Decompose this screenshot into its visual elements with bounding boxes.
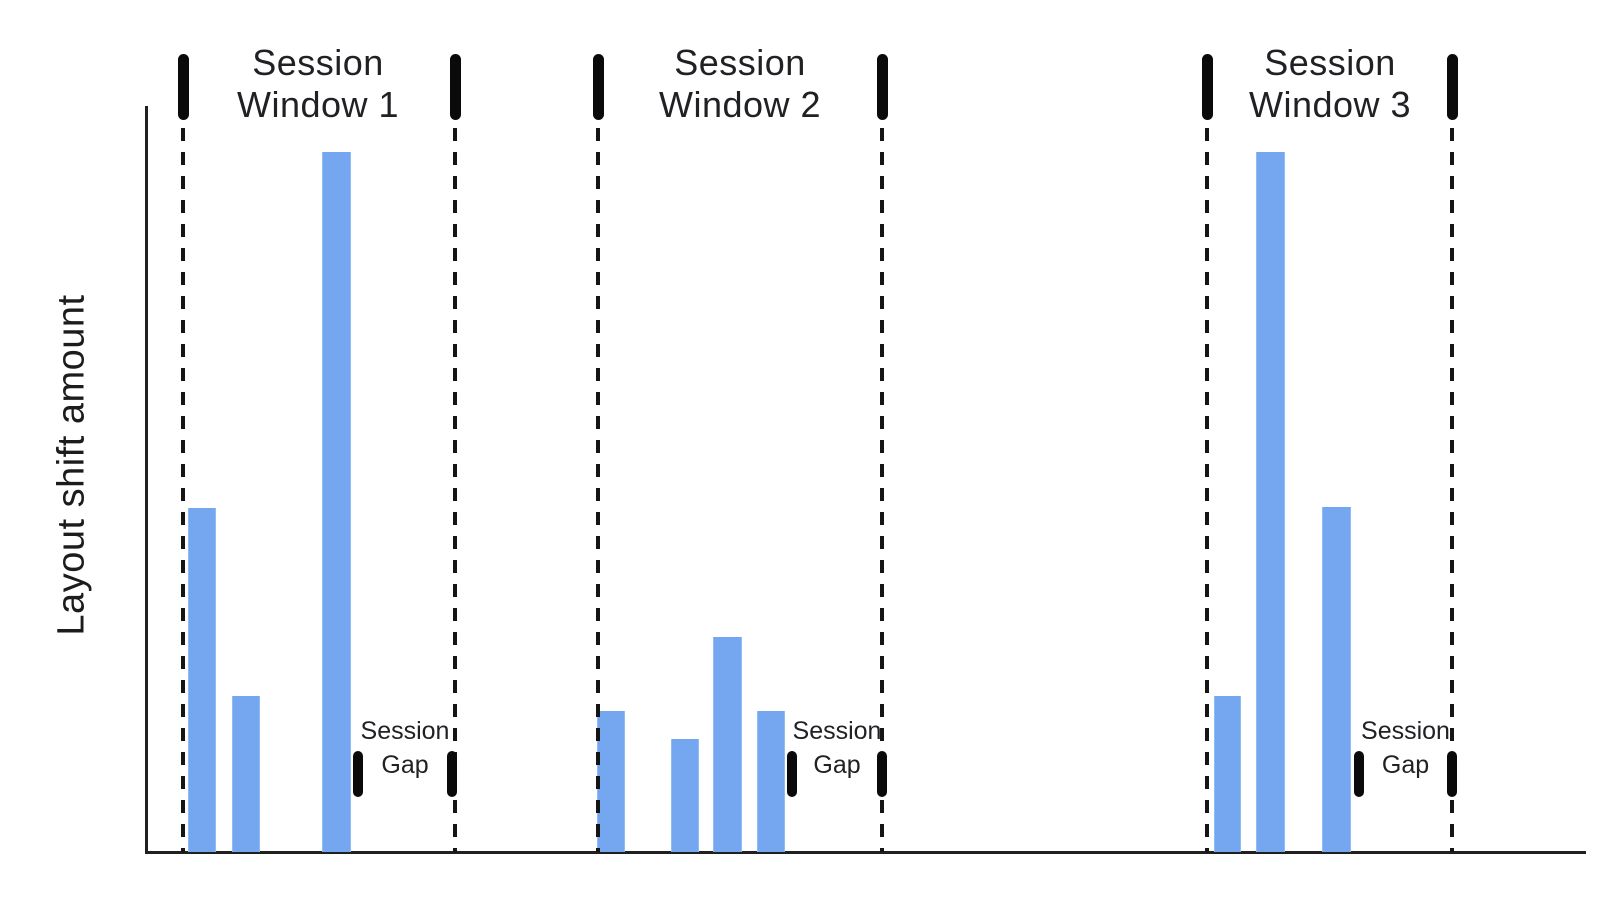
session-gap-2-label-line-2: Gap [813, 751, 861, 779]
session-gap-3-end-bracket [1447, 751, 1457, 797]
session-window-3-label-line-1: Session [1264, 42, 1396, 83]
layout-shift-bar-w1-1 [188, 508, 216, 852]
session-gap-2-end-bracket [877, 751, 887, 797]
layout-shift-bar-w2-1 [597, 711, 625, 852]
session-window-2-end-dashed-line [880, 128, 884, 852]
session-window-3-start-top-bracket [1201, 54, 1213, 120]
session-gap-3-label: Session Gap [1361, 714, 1450, 782]
session-window-2-start-top-bracket [592, 54, 604, 120]
session-gap-3-start-bracket [1354, 751, 1364, 797]
layout-shift-bar-w2-2 [671, 739, 699, 852]
layout-shift-bar-w2-3 [713, 637, 742, 852]
session-window-2-end-top-bracket [876, 54, 888, 120]
y-axis-line [145, 106, 148, 854]
session-gap-1-label-line-2: Gap [381, 751, 429, 779]
session-gap-1-start-bracket [353, 751, 363, 797]
session-window-3-end-dashed-line [1450, 128, 1454, 852]
session-gap-1-end-bracket [447, 751, 457, 797]
session-gap-1-label-line-1: Session [360, 717, 450, 745]
session-window-1-end-top-bracket [449, 54, 461, 120]
layout-shift-bar-w2-4 [757, 711, 785, 852]
x-axis-line [145, 851, 1586, 854]
session-window-1-start-top-bracket [177, 54, 189, 120]
session-window-3-label-line-2: Window 3 [1248, 84, 1412, 125]
session-gap-3-label-line-1: Session [1361, 717, 1450, 745]
layout-shift-bar-w3-1 [1214, 696, 1241, 852]
session-window-3-label: Session Window 3 [1249, 42, 1411, 126]
session-window-1-label: Session Window 1 [237, 42, 399, 126]
layout-shift-bar-w3-3 [1322, 507, 1351, 852]
session-window-1-end-dashed-line [453, 128, 457, 852]
session-gap-1-label: Session Gap [361, 714, 450, 782]
layout-shift-bar-w1-3 [322, 152, 351, 852]
session-gap-2-label: Session Gap [793, 714, 882, 782]
layout-shift-bar-w3-2 [1256, 152, 1285, 852]
session-gap-3-label-line-2: Gap [1381, 751, 1430, 779]
session-window-1-start-dashed-line [181, 128, 185, 852]
session-gap-2-label-line-1: Session [792, 717, 882, 745]
session-window-2-label-line-2: Window 2 [658, 84, 822, 125]
session-window-3-start-dashed-line [1205, 128, 1209, 852]
layout-shift-bar-w1-2 [232, 696, 260, 852]
session-gap-2-start-bracket [787, 751, 797, 797]
session-window-1-label-line-1: Session [252, 42, 384, 83]
y-axis-label: Layout shift amount [50, 294, 93, 636]
session-window-2-start-dashed-line [596, 128, 600, 852]
session-window-2-label: Session Window 2 [659, 42, 821, 126]
session-window-3-end-top-bracket [1446, 54, 1458, 120]
session-window-2-label-line-1: Session [674, 42, 806, 83]
session-window-1-label-line-2: Window 1 [236, 84, 400, 125]
